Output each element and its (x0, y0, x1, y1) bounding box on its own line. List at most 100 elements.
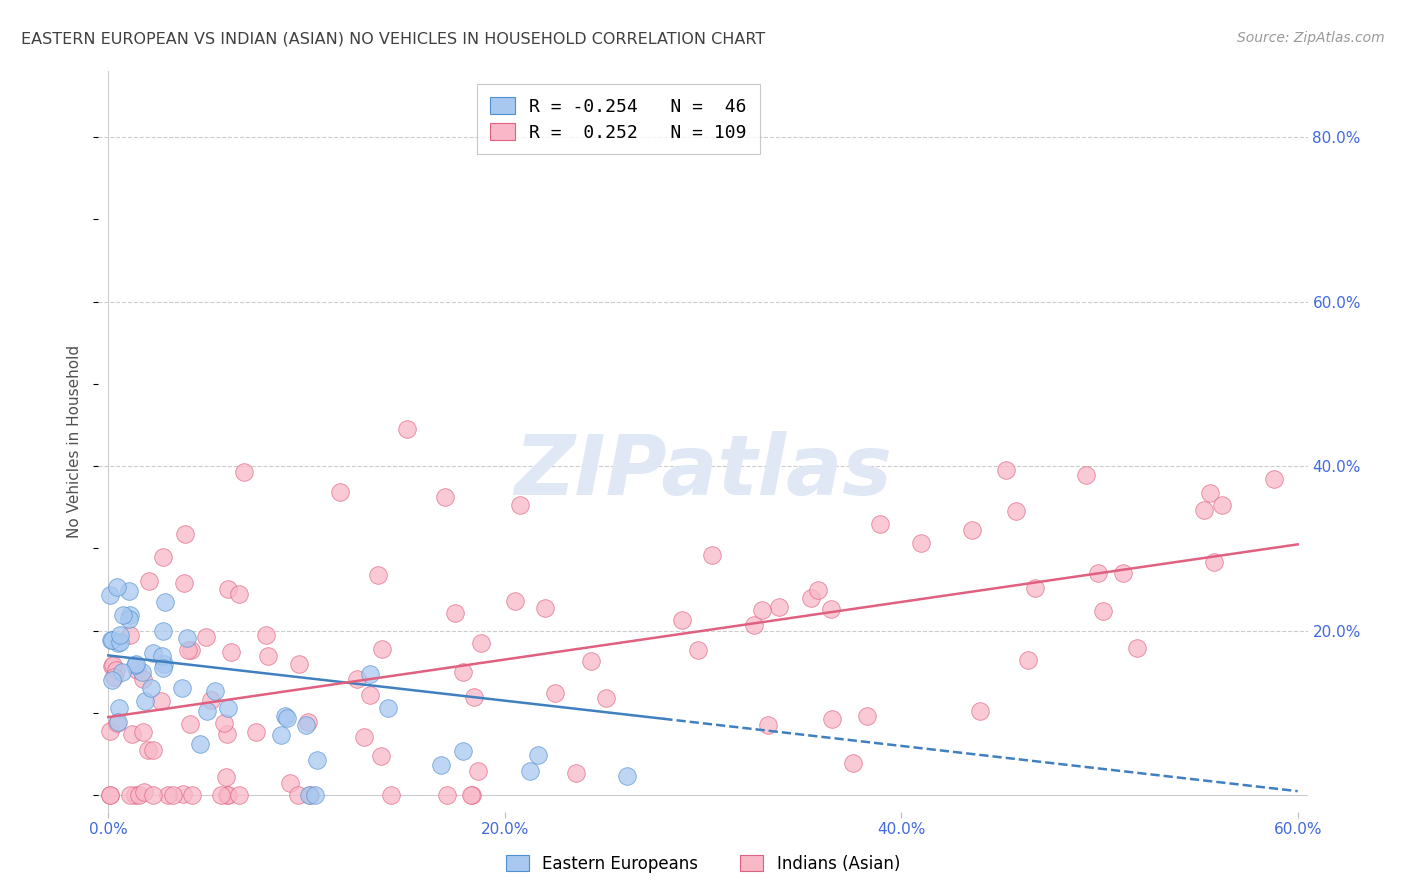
Point (195, 704, 218, 718)
Point (179, 717, 201, 731)
Point (105, 663, 128, 677)
Point (595, 691, 617, 706)
Point (215, 770, 238, 784)
Point (217, 726, 239, 740)
Point (274, 708, 297, 723)
Point (616, 769, 638, 783)
Point (305, 753, 328, 767)
Point (100, 659, 122, 673)
Point (188, 737, 211, 751)
Point (105, 580, 128, 594)
Point (433, 490, 456, 504)
Point (108, 701, 131, 715)
Point (180, 789, 202, 803)
Point (800, 591, 823, 606)
Point (702, 548, 724, 562)
Point (173, 576, 195, 591)
Point (444, 606, 467, 620)
Point (910, 535, 932, 549)
Point (152, 550, 174, 565)
Point (1112, 566, 1135, 580)
Legend: R = -0.254   N =  46, R =  0.252   N = 109: R = -0.254 N = 46, R = 0.252 N = 109 (477, 84, 759, 154)
Point (353, 730, 375, 744)
Point (503, 594, 526, 608)
Point (509, 498, 531, 512)
Point (270, 728, 292, 742)
Point (124, 788, 146, 802)
Point (107, 716, 129, 731)
Point (107, 714, 129, 729)
Point (370, 642, 392, 657)
Point (118, 612, 141, 626)
Point (124, 658, 146, 673)
Point (194, 630, 217, 644)
Point (1211, 498, 1233, 512)
Point (219, 645, 242, 659)
Point (460, 789, 482, 803)
Point (1017, 653, 1039, 667)
Point (855, 709, 877, 723)
Point (962, 523, 984, 537)
Point (294, 717, 316, 731)
Point (298, 789, 321, 803)
Point (132, 785, 155, 799)
Point (228, 789, 250, 803)
Point (370, 749, 392, 764)
Point (162, 789, 184, 803)
Point (257, 649, 280, 664)
Point (101, 657, 124, 672)
Point (380, 789, 402, 803)
Point (1092, 604, 1115, 618)
Point (98, 588, 121, 602)
Point (744, 618, 766, 632)
Point (110, 628, 132, 642)
Point (756, 718, 779, 732)
Y-axis label: No Vehicles in Household: No Vehicles in Household (67, 345, 83, 538)
Point (395, 422, 418, 436)
Text: Source: ZipAtlas.com: Source: ZipAtlas.com (1237, 31, 1385, 45)
Point (98, 724, 121, 739)
Point (276, 710, 298, 724)
Point (170, 681, 193, 695)
Point (110, 635, 132, 649)
Point (180, 643, 202, 657)
Point (581, 654, 603, 668)
Point (98, 789, 121, 803)
Point (132, 672, 155, 686)
Point (212, 715, 235, 730)
Point (329, 485, 352, 500)
Point (451, 665, 474, 679)
Point (173, 526, 195, 541)
Point (153, 657, 176, 672)
Point (467, 764, 489, 778)
Point (1005, 504, 1028, 518)
Point (671, 613, 693, 627)
Point (110, 665, 132, 680)
Point (204, 684, 226, 698)
Point (103, 670, 125, 684)
Point (142, 789, 165, 803)
Point (287, 789, 309, 803)
Point (142, 743, 165, 757)
Legend: Eastern Europeans, Indians (Asian): Eastern Europeans, Indians (Asian) (499, 848, 907, 880)
Point (100, 632, 122, 647)
Point (1194, 503, 1216, 517)
Point (217, 789, 239, 803)
Point (1074, 467, 1097, 482)
Point (359, 667, 381, 681)
Point (215, 789, 238, 803)
Point (299, 789, 322, 803)
Point (131, 724, 153, 739)
Point (527, 747, 550, 762)
Point (138, 743, 160, 757)
Point (686, 643, 709, 657)
Point (969, 704, 991, 718)
Point (101, 673, 124, 687)
Point (1263, 472, 1285, 486)
Point (821, 713, 844, 727)
Text: ZIPatlas: ZIPatlas (515, 431, 891, 512)
Point (142, 646, 165, 660)
Point (228, 586, 250, 600)
Point (209, 789, 232, 803)
Point (544, 686, 567, 700)
